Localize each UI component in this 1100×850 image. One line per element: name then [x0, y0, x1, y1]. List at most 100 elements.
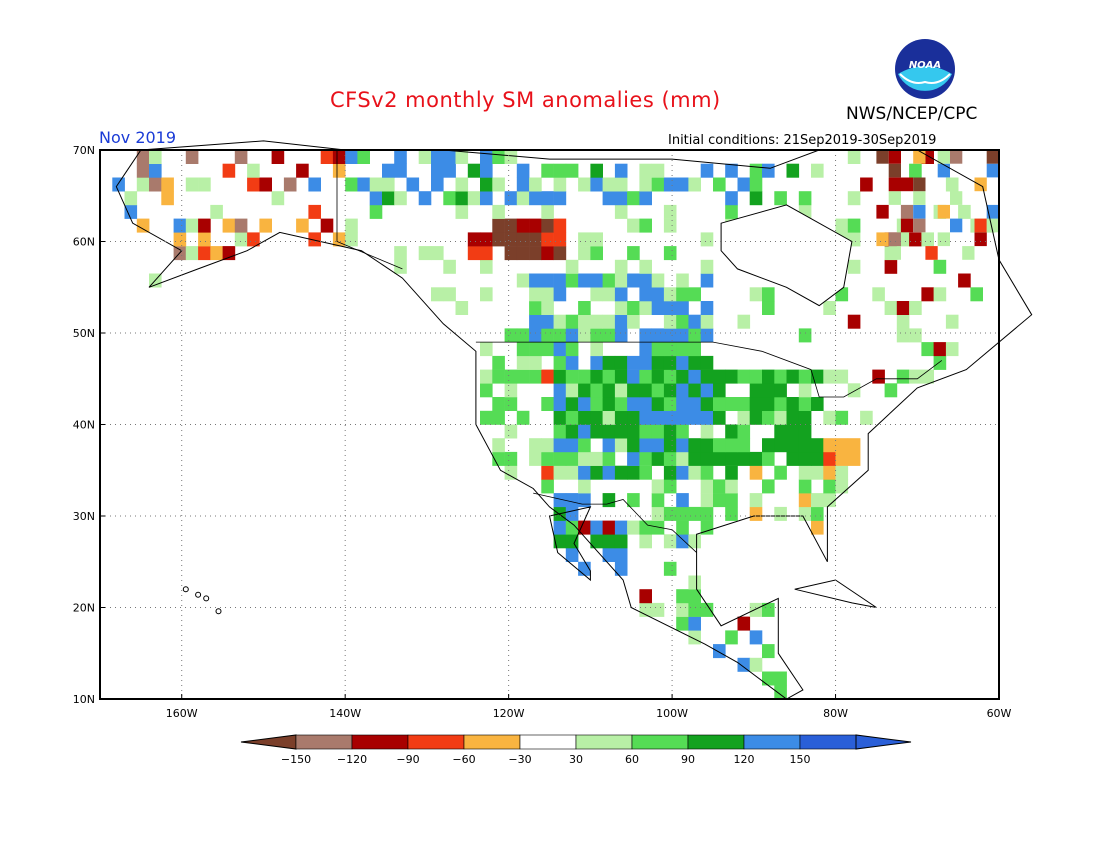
anomaly-cell: [565, 520, 579, 535]
anomaly-cell: [480, 163, 493, 178]
anomaly-cell: [516, 218, 530, 233]
anomaly-cell: [382, 163, 395, 178]
anomaly-cell: [516, 246, 530, 261]
anomaly-cell: [876, 150, 889, 164]
anomaly-cell: [798, 328, 812, 343]
colorbar-bin: [743, 734, 801, 750]
anomaly-cell: [602, 369, 616, 384]
anomaly-cell: [565, 273, 579, 288]
anomaly-cell: [688, 410, 701, 425]
anomaly-cell: [762, 369, 775, 384]
anomaly-cell: [161, 191, 174, 206]
anomaly-cell: [913, 218, 926, 233]
anomaly-cell: [774, 465, 787, 480]
anomaly-cell: [888, 163, 901, 178]
anomaly-cell: [627, 493, 640, 508]
anomaly-cell: [737, 657, 751, 672]
anomaly-cell: [627, 424, 640, 439]
anomaly-cell: [614, 438, 628, 453]
anomaly-cell: [835, 479, 849, 494]
anomaly-cell: [136, 218, 150, 233]
anomaly-cell: [418, 246, 432, 261]
anomaly-cell: [933, 355, 947, 370]
anomaly-cell: [700, 232, 714, 247]
anomaly-cell: [198, 232, 211, 247]
anomaly-cell: [602, 355, 616, 370]
anomaly-cell: [688, 451, 701, 466]
anomaly-cell: [516, 232, 530, 247]
anomaly-cell: [602, 177, 616, 192]
anomaly-cell: [565, 465, 579, 480]
anomaly-cell: [124, 191, 138, 206]
anomaly-cell: [774, 383, 787, 398]
anomaly-cell: [627, 191, 640, 206]
anomaly-cell: [345, 150, 358, 164]
anomaly-cell: [247, 232, 260, 247]
anomaly-cell: [161, 177, 174, 192]
anomaly-cell: [663, 342, 677, 357]
anomaly-cell: [639, 534, 652, 549]
anomaly-cell: [443, 259, 456, 274]
month-label: Nov 2019: [99, 128, 177, 147]
anomaly-cell: [431, 287, 444, 302]
anomaly-cell: [639, 369, 652, 384]
anomaly-cell: [651, 479, 665, 494]
anomaly-cell: [614, 397, 628, 411]
anomaly-cell: [529, 342, 542, 357]
anomaly-cell: [651, 342, 665, 357]
anomaly-cell: [749, 369, 763, 384]
anomaly-cell: [847, 150, 861, 164]
anomaly-cell: [602, 314, 616, 329]
anomaly-cell: [259, 218, 272, 233]
anomaly-cell: [516, 369, 530, 384]
anomaly-cell: [798, 438, 812, 453]
anomaly-cell: [492, 204, 505, 219]
anomaly-cell: [688, 287, 701, 302]
anomaly-cell: [578, 438, 591, 453]
anomaly-cell: [541, 218, 554, 233]
anomaly-cell: [749, 397, 763, 411]
anomaly-cell: [455, 301, 469, 315]
anomaly-cell: [884, 301, 898, 315]
anomaly-cell: [504, 369, 518, 384]
anomaly-cell: [553, 520, 567, 535]
anomaly-cell: [713, 438, 726, 453]
anomaly-cell: [565, 438, 579, 453]
anomaly-cell: [565, 410, 579, 425]
anomaly-cell: [811, 397, 824, 411]
anomaly-cell: [762, 602, 775, 617]
anomaly-cell: [663, 287, 677, 302]
anomaly-cell: [876, 232, 889, 247]
lat-tick-label: 10N: [73, 693, 95, 706]
anomaly-cell: [614, 177, 628, 192]
anomaly-cell: [480, 246, 493, 261]
anomaly-cell: [418, 150, 432, 164]
anomaly-cell: [394, 163, 407, 178]
anomaly-cell: [431, 150, 444, 164]
anomaly-cell: [663, 451, 677, 466]
anomaly-cell: [823, 301, 836, 315]
anomaly-cell: [614, 548, 628, 562]
anomaly-cell: [614, 204, 628, 219]
anomaly-cell: [578, 369, 591, 384]
anomaly-cell: [602, 493, 616, 508]
anomaly-cell: [786, 163, 800, 178]
anomaly-cell: [247, 177, 260, 192]
anomaly-cell: [455, 177, 469, 192]
anomaly-cell: [786, 397, 800, 411]
anomaly-cell: [798, 369, 812, 384]
anomaly-cell: [663, 301, 677, 315]
anomaly-cell: [713, 177, 726, 192]
anomaly-cell: [835, 438, 849, 453]
anomaly-cell: [663, 218, 677, 233]
anomaly-cell: [888, 177, 901, 192]
anomaly-cell: [725, 479, 738, 494]
anomaly-cell: [529, 301, 542, 315]
anomaly-cell: [602, 438, 616, 453]
anomaly-cell: [283, 177, 297, 192]
anomaly-cell: [676, 534, 689, 549]
noaa-logo-icon: NOAA: [895, 39, 955, 99]
anomaly-cell: [614, 383, 628, 398]
anomaly-cell: [663, 479, 677, 494]
anomaly-cell: [798, 383, 812, 398]
